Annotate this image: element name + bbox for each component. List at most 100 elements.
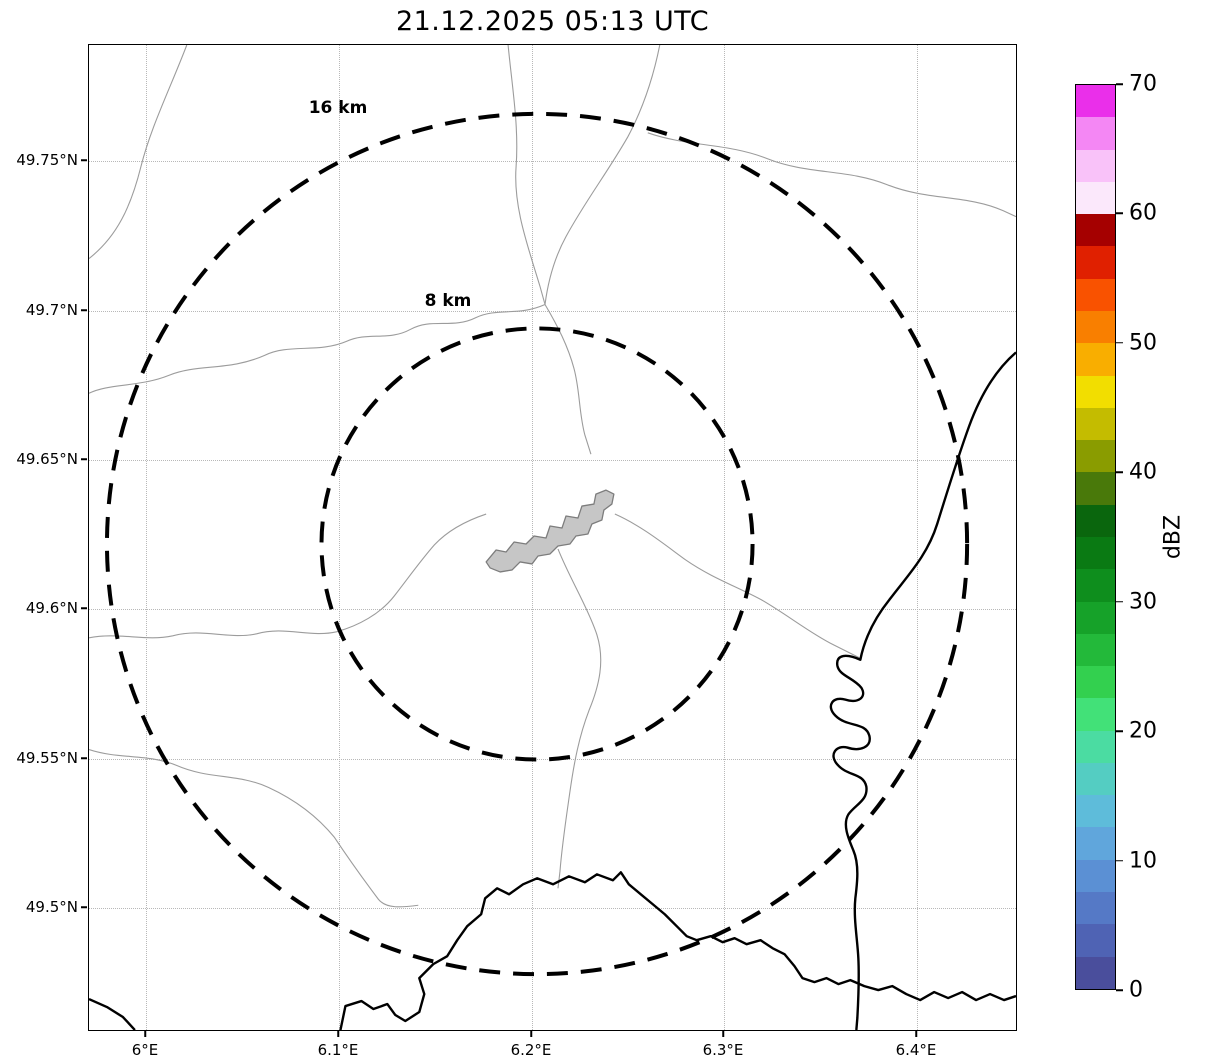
colorbar-segment	[1076, 601, 1115, 634]
x-tick-label: 6°E	[131, 1041, 159, 1059]
y-tick-mark	[81, 159, 87, 161]
colorbar-tick-label: 70	[1129, 71, 1157, 97]
range-rings	[104, 111, 970, 977]
country-border-southwest	[89, 997, 136, 1030]
colorbar-tick-label: 20	[1129, 718, 1157, 744]
colorbar-segment	[1076, 730, 1115, 763]
colorbar-tick-mark	[1116, 730, 1123, 732]
grid-line-horizontal	[89, 460, 1016, 461]
colorbar-segment	[1076, 310, 1115, 344]
colorbar-segment	[1076, 472, 1115, 505]
x-tick-label: 6.3°E	[702, 1041, 744, 1059]
x-tick-mark	[337, 1031, 339, 1037]
admin-boundaries	[89, 45, 1016, 908]
colorbar-segment	[1076, 924, 1115, 957]
colorbar-segment	[1076, 440, 1115, 473]
y-tick-label: 49.7°N	[25, 301, 78, 319]
grid-line-vertical	[339, 45, 340, 1030]
country-borders	[89, 351, 1016, 1030]
colorbar-tick-label: 0	[1129, 977, 1143, 1003]
colorbar-segment	[1076, 956, 1115, 989]
y-tick-mark	[81, 458, 87, 460]
admin-boundary-line	[507, 45, 546, 305]
grid-line-horizontal	[89, 161, 1016, 162]
y-tick-label: 49.65°N	[16, 450, 78, 468]
grid-line-vertical	[917, 45, 918, 1030]
x-tick-mark	[530, 1031, 532, 1037]
x-tick-mark	[144, 1031, 146, 1037]
colorbar-segment	[1076, 375, 1115, 408]
colorbar-segment	[1076, 666, 1115, 699]
colorbar-tick-mark	[1116, 859, 1123, 862]
river-border-east	[829, 351, 1016, 1030]
colorbar-tick-label: 30	[1129, 589, 1157, 615]
grid-line-vertical	[146, 45, 147, 1030]
y-tick-label: 49.5°N	[25, 898, 78, 916]
colorbar-segment	[1076, 407, 1115, 441]
admin-boundary-line	[544, 304, 592, 455]
colorbar-tick-mark	[1116, 342, 1123, 344]
admin-boundary-line	[89, 45, 188, 259]
y-tick-mark	[81, 906, 87, 908]
colorbar-tick-label: 40	[1129, 459, 1157, 485]
x-tick-label: 6.1°E	[317, 1041, 359, 1059]
colorbar-segment	[1076, 343, 1115, 376]
colorbar-tick-mark	[1116, 83, 1123, 85]
colorbar-segment	[1076, 762, 1115, 796]
colorbar-tick-mark	[1116, 600, 1123, 603]
colorbar-segment	[1076, 698, 1115, 731]
range-ring-label-16km: 16 km	[308, 98, 368, 118]
range-ring-16km	[104, 111, 970, 977]
x-tick-label: 6.2°E	[510, 1041, 552, 1059]
x-tick-mark	[722, 1031, 724, 1037]
colorbar-tick-mark	[1116, 471, 1123, 474]
y-tick-label: 49.75°N	[16, 151, 78, 169]
y-tick-mark	[81, 607, 87, 609]
admin-boundary-line	[89, 749, 419, 908]
country-border-south	[339, 871, 1016, 1030]
admin-boundary-line	[89, 303, 546, 394]
colorbar-segment	[1076, 536, 1115, 570]
colorbar-tick-label: 10	[1129, 848, 1157, 874]
colorbar	[1075, 84, 1116, 990]
grid-line-horizontal	[89, 311, 1016, 312]
colorbar-segment	[1076, 246, 1115, 279]
grid-line-horizontal	[89, 609, 1016, 610]
colorbar-segment	[1076, 892, 1115, 925]
admin-boundary-line	[544, 45, 661, 305]
colorbar-segment	[1076, 278, 1115, 311]
range-ring-label-8km: 8 km	[424, 291, 472, 311]
colorbar-segment	[1076, 504, 1115, 537]
colorbar-segment	[1076, 795, 1115, 828]
x-tick-label: 6.4°E	[895, 1041, 937, 1059]
colorbar-segment	[1076, 859, 1115, 893]
grid-line-vertical	[724, 45, 725, 1030]
x-tick-mark	[915, 1031, 917, 1037]
colorbar-segment	[1076, 85, 1115, 118]
admin-boundary-line	[614, 513, 860, 659]
y-tick-mark	[81, 757, 87, 759]
admin-boundary-line	[557, 548, 602, 889]
admin-boundary-line	[647, 132, 1016, 218]
y-tick-label: 49.55°N	[16, 749, 78, 767]
colorbar-tick-label: 60	[1129, 200, 1157, 226]
colorbar-tick-mark	[1116, 989, 1123, 991]
colorbar-segment	[1076, 149, 1115, 182]
colorbar-segment	[1076, 214, 1115, 247]
colorbar-segment	[1076, 633, 1115, 667]
colorbar-tick-mark	[1116, 212, 1123, 215]
map-svg	[89, 45, 1016, 1030]
range-ring-8km	[319, 326, 755, 762]
colorbar-tick-label: 50	[1129, 330, 1157, 356]
y-tick-label: 49.6°N	[25, 599, 78, 617]
admin-boundary-line	[89, 513, 487, 639]
map-plot-area: 16 km 8 km	[88, 44, 1017, 1031]
city-boundary-polygon	[485, 489, 615, 573]
grid-line-horizontal	[89, 908, 1016, 909]
plot-title: 21.12.2025 05:13 UTC	[395, 6, 710, 37]
colorbar-segment	[1076, 117, 1115, 150]
y-tick-mark	[81, 309, 87, 311]
colorbar-segment	[1076, 569, 1115, 602]
colorbar-segment	[1076, 827, 1115, 860]
